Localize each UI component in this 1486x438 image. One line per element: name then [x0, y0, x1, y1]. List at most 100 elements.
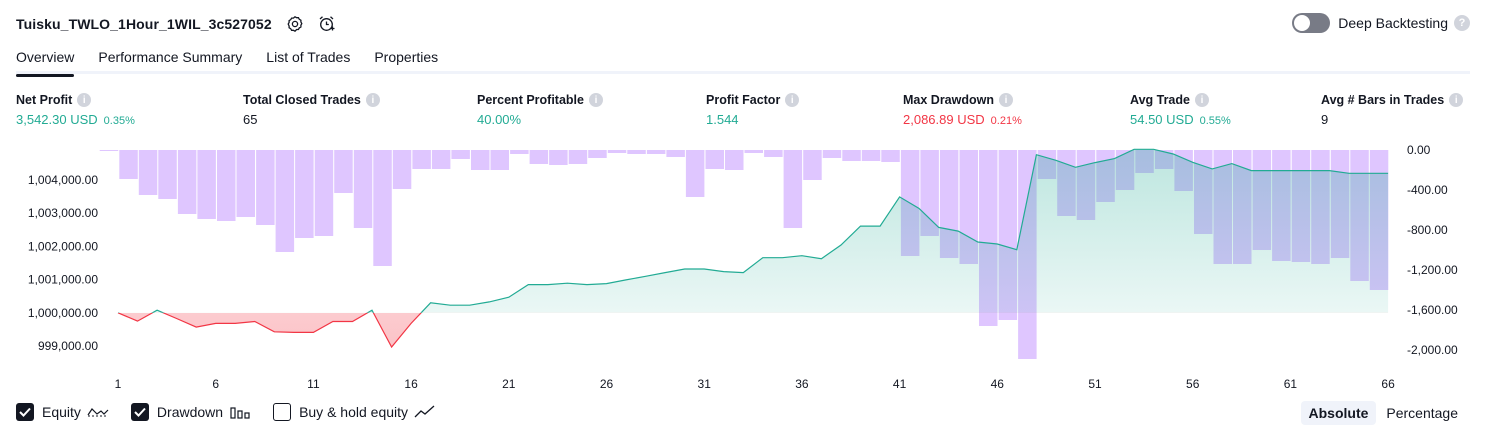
buy-hold-line-icon: [414, 405, 436, 419]
drawdown-bar: [588, 150, 607, 158]
tab-list-of-trades[interactable]: List of Trades: [266, 46, 350, 74]
stat-value: 3,542.30 USD: [16, 112, 98, 127]
x-axis-tick: 51: [1088, 377, 1102, 391]
deep-backtesting-toggle[interactable]: [1292, 13, 1330, 33]
info-icon[interactable]: i: [366, 93, 380, 107]
drawdown-bar: [686, 150, 705, 197]
strategy-title: Tuisku_TWLO_1Hour_1WIL_3c527052: [16, 16, 272, 32]
drawdown-bar: [295, 150, 314, 238]
scale-toggle: Absolute Percentage: [1299, 401, 1467, 425]
stat-percent-profitable: Percent Profitable i 40.00%: [477, 93, 603, 127]
stat-label: Profit Factor: [706, 93, 780, 107]
left-axis-tick: 1,004,000.00: [28, 173, 98, 187]
left-axis-tick: 1,001,000.00: [28, 273, 98, 287]
drawdown-bar: [862, 150, 881, 161]
info-icon[interactable]: i: [1195, 93, 1209, 107]
tab-properties[interactable]: Properties: [374, 46, 438, 74]
stat-value: 1.544: [706, 112, 739, 127]
drawdown-bar: [315, 150, 334, 236]
drawdown-bar: [745, 150, 764, 153]
right-axis: 0.00 -400.00 -800.00 -1,200.00 -1,600.00 -2,0…: [1407, 143, 1458, 357]
drawdown-bar: [491, 150, 510, 170]
left-axis-tick: 999,000.00: [38, 339, 98, 353]
strategy-header: Tuisku_TWLO_1Hour_1WIL_3c527052: [16, 12, 336, 36]
legend-buy-hold[interactable]: Buy & hold equity: [273, 403, 436, 421]
x-axis-tick: 26: [600, 377, 614, 391]
info-icon[interactable]: i: [77, 93, 91, 107]
buy-hold-label: Buy & hold equity: [299, 404, 408, 420]
stat-label: Net Profit: [16, 93, 72, 107]
right-axis-tick: -1,600.00: [1407, 303, 1458, 317]
tab-bar: Overview Performance Summary List of Tra…: [16, 46, 1470, 74]
drawdown-bar: [432, 150, 451, 169]
stat-label: Total Closed Trades: [243, 93, 361, 107]
drawdown-bar: [334, 150, 353, 193]
x-axis-tick: 21: [502, 377, 516, 391]
tab-overview[interactable]: Overview: [16, 46, 74, 74]
x-axis-tick: 56: [1186, 377, 1200, 391]
drawdown-checkbox[interactable]: [131, 403, 149, 421]
x-axis-tick: 61: [1284, 377, 1298, 391]
x-axis-tick: 36: [795, 377, 809, 391]
x-axis-tick: 6: [212, 377, 219, 391]
stat-label: Percent Profitable: [477, 93, 584, 107]
drawdown-bar: [393, 150, 412, 189]
right-axis-tick: -2,000.00: [1407, 343, 1458, 357]
stat-percent: 0.35%: [104, 115, 135, 127]
x-axis-tick: 66: [1381, 377, 1395, 391]
drawdown-label: Drawdown: [157, 404, 223, 420]
info-icon[interactable]: i: [589, 93, 603, 107]
info-icon[interactable]: i: [999, 93, 1013, 107]
drawdown-bar: [784, 150, 803, 228]
deep-backtesting-label: Deep Backtesting: [1338, 15, 1448, 31]
stat-value: 54.50 USD: [1130, 112, 1194, 127]
stat-value: 2,086.89 USD: [903, 112, 985, 127]
x-axis-tick: 41: [893, 377, 907, 391]
left-axis: 999,000.00 1,000,000.00 1,001,000.00 1,002,…: [28, 173, 98, 353]
drawdown-bar: [510, 150, 528, 154]
toggle-knob: [1294, 15, 1310, 31]
buy-hold-checkbox[interactable]: [273, 403, 291, 421]
percentage-button[interactable]: Percentage: [1378, 401, 1466, 425]
drawdown-bar: [823, 150, 842, 158]
drawdown-bar: [178, 150, 197, 214]
settings-icon[interactable]: [286, 15, 304, 33]
left-axis-tick: 1,000,000.00: [28, 306, 98, 320]
stats-row: Net Profit i 3,542.30 USD 0.35% Total Clos…: [16, 93, 1470, 133]
x-axis: 1 6 11 16 21 26 31 36 41 46 51 56 61 66: [115, 377, 1395, 391]
drawdown-bar: [549, 150, 568, 165]
deep-backtesting: Deep Backtesting ?: [1292, 13, 1470, 33]
drawdown-bar: [451, 150, 470, 159]
drawdown-bar: [666, 150, 685, 157]
drawdown-bar: [764, 150, 783, 157]
left-axis-tick: 1,002,000.00: [28, 239, 98, 253]
drawdown-bar: [100, 150, 119, 151]
drawdown-bar: [373, 150, 392, 266]
drawdown-bars-icon: [229, 405, 251, 419]
right-axis-tick: -400.00: [1407, 183, 1448, 197]
help-icon[interactable]: ?: [1454, 15, 1470, 31]
drawdown-bar: [471, 150, 490, 170]
absolute-button[interactable]: Absolute: [1301, 401, 1377, 425]
right-axis-tick: 0.00: [1407, 143, 1431, 157]
drawdown-bar: [530, 150, 549, 164]
legend-equity[interactable]: Equity: [16, 403, 109, 421]
tab-performance-summary[interactable]: Performance Summary: [98, 46, 242, 74]
info-icon[interactable]: i: [785, 93, 799, 107]
left-axis-tick: 1,003,000.00: [28, 206, 98, 220]
drawdown-bar: [725, 150, 744, 170]
equity-line-icon: [87, 405, 109, 419]
drawdown-bar: [197, 150, 216, 219]
equity-checkbox[interactable]: [16, 403, 34, 421]
equity-drawdown-chart[interactable]: 999,000.00 1,000,000.00 1,001,000.00 1,002,…: [0, 140, 1486, 398]
stat-profit-factor: Profit Factor i 1.544: [706, 93, 799, 127]
stat-label: Avg # Bars in Trades: [1321, 93, 1444, 107]
drawdown-bar: [706, 150, 725, 169]
add-alert-icon[interactable]: [318, 15, 336, 33]
info-icon[interactable]: i: [1449, 93, 1463, 107]
drawdown-bar: [569, 150, 588, 164]
drawdown-bar: [139, 150, 158, 195]
legend-drawdown[interactable]: Drawdown: [131, 403, 251, 421]
stat-percent: 0.55%: [1200, 115, 1231, 127]
right-axis-tick: -1,200.00: [1407, 263, 1458, 277]
